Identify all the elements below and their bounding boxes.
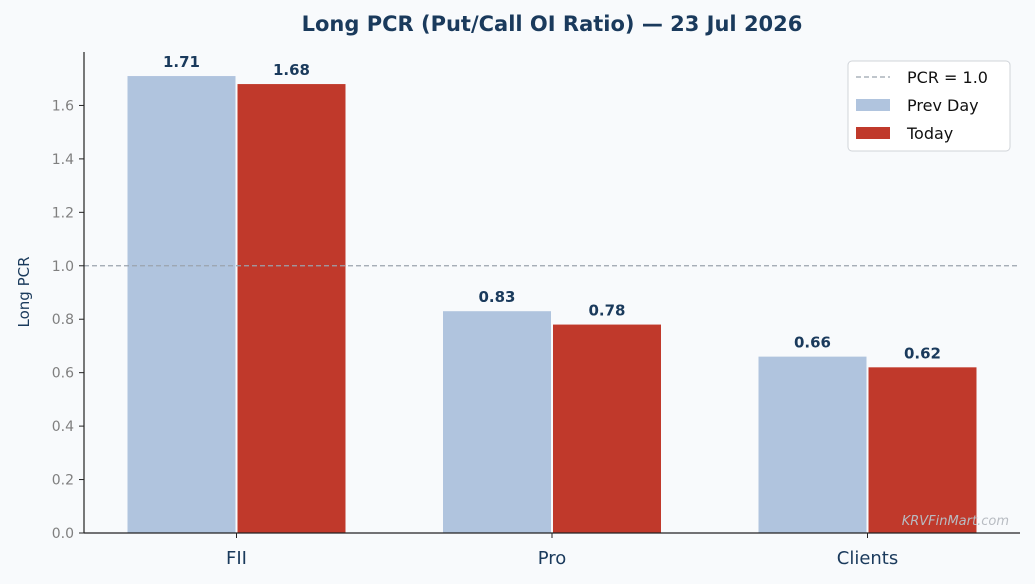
y-tick-label: 1.4	[52, 152, 74, 168]
bar-prev-day-clients	[758, 356, 867, 533]
y-tick-label: 1.0	[52, 259, 74, 275]
chart-title: Long PCR (Put/Call OI Ratio) — 23 Jul 20…	[302, 12, 803, 36]
y-tick-label: 0.4	[52, 419, 74, 435]
x-tick-label: Clients	[837, 548, 899, 569]
legend-entry-label: Prev Day	[907, 96, 979, 115]
plot-area: 0.0 0.2 0.4 0.6 0.8 1.0 1.2 1.4 1.6 1.71 0.83 0.66 1…	[52, 52, 1020, 569]
y-tick-label: 0.8	[52, 312, 74, 328]
y-tick-label: 0.2	[52, 473, 74, 489]
legend-swatch-prev-day	[856, 99, 890, 111]
y-axis-label: Long PCR	[15, 256, 33, 327]
legend-entry-label: Today	[906, 124, 953, 143]
bar-value-label: 1.71	[163, 53, 200, 71]
legend-entry-label: PCR = 1.0	[907, 68, 988, 87]
x-tick-label: Pro	[538, 548, 567, 569]
bar-prev-day-pro	[443, 311, 551, 533]
y-tick-label: 1.2	[52, 205, 74, 221]
bar-value-label: 0.66	[794, 334, 831, 352]
legend-swatch-today	[856, 127, 890, 139]
y-tick-label: 0.6	[52, 366, 74, 382]
legend: PCR = 1.0 Prev Day Today	[847, 60, 1011, 152]
bar-prev-day-fii	[127, 76, 236, 534]
bar-value-label: 1.68	[273, 61, 310, 79]
bar-today-fii	[237, 84, 346, 534]
bar-value-label: 0.62	[904, 344, 941, 362]
watermark: KRVFinMart.com	[902, 514, 1009, 529]
bar-today-pro	[553, 324, 661, 533]
bar-value-label: 0.83	[478, 288, 515, 306]
y-tick-label: 0.0	[52, 526, 74, 542]
bar-today-clients	[868, 367, 977, 533]
x-tick-label: FII	[226, 548, 247, 569]
bar-value-label: 0.78	[588, 302, 625, 320]
y-tick-label: 1.6	[52, 98, 74, 114]
